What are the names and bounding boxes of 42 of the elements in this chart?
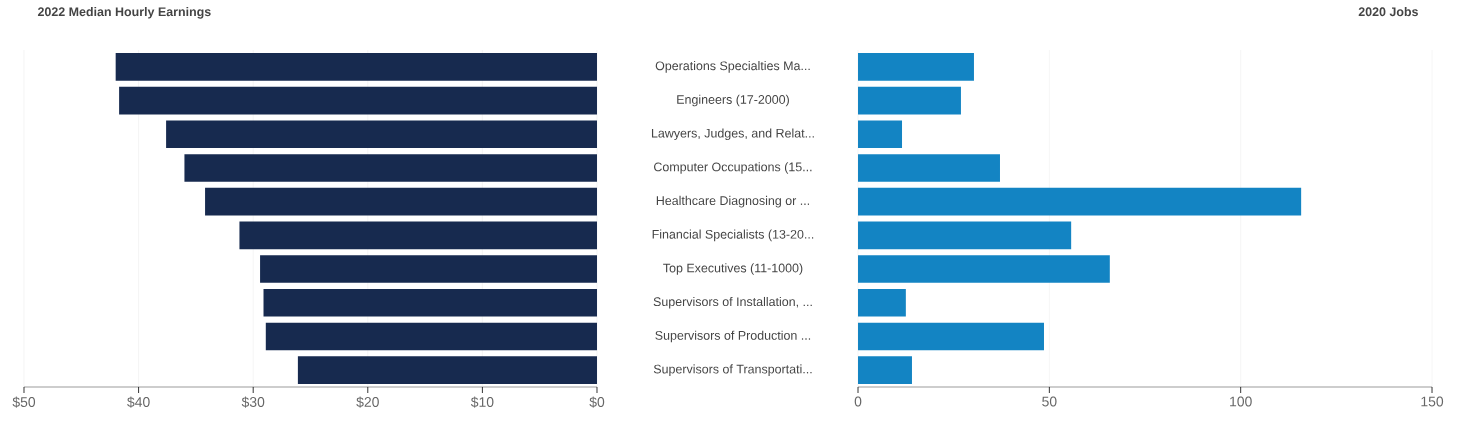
y-tick-label: Computer Occupations (15... [654,162,812,174]
bar [260,255,597,283]
x-tick-label: $0 [589,396,605,408]
bar [119,86,597,115]
x-tick-label: 100 [1230,396,1252,407]
bar [115,53,597,81]
x-tick-label: 150 [1421,396,1444,407]
x-tick-label: $40 [127,396,150,408]
bar [858,221,1072,250]
bar [265,322,597,351]
bar [166,120,597,149]
x-tick-label: $50 [12,396,36,408]
bar [858,187,1302,216]
bar [858,255,1110,283]
x-tick-label: 50 [1042,396,1057,407]
bar [858,86,961,115]
x-tick-label: $10 [470,396,494,408]
bar [184,154,597,182]
y-tick-label: Healthcare Diagnosing or ... [656,195,810,208]
bar [239,221,597,250]
y-tick-label: Supervisors of Installation, ... [653,296,812,309]
y-tick-label: Engineers (17-2000) [677,94,789,107]
y-tick-label: Financial Specialists (13-20... [652,229,814,242]
chart-title: 2020 Jobs [1358,7,1418,17]
y-tick-label: Operations Specialties Ma... [655,61,810,73]
y-tick-label: Supervisors of Production ... [655,330,811,343]
bar [858,322,1044,351]
bar [858,120,903,149]
bar [858,288,906,317]
bar [858,356,912,384]
x-tick-label: 0 [854,396,862,407]
bar [297,356,597,384]
x-tick-label: $30 [241,396,265,408]
x-tick-label: $20 [356,396,379,408]
chart-title: 2022 Median Hourly Earnings [37,7,211,19]
bar [263,288,597,317]
y-tick-label: Top Executives (11-1000) [663,263,803,275]
bar [205,187,597,216]
y-tick-label: Lawyers, Judges, and Relat... [651,128,814,141]
bar [858,154,1000,182]
y-tick-label: Supervisors of Transportati... [653,364,812,376]
bar [858,53,974,81]
